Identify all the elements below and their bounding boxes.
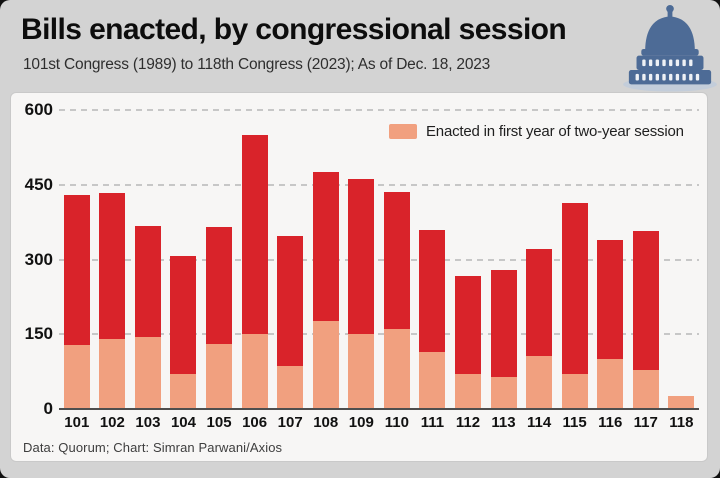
y-tick-label-0: 0 (43, 399, 53, 418)
x-tick-label-105: 105 (206, 414, 232, 431)
x-tick-label-109: 109 (348, 414, 374, 431)
x-tick-label-112: 112 (455, 414, 481, 431)
bar-group-118 (664, 110, 700, 409)
bar-group-101 (59, 110, 95, 409)
bar-first-year-118 (668, 395, 695, 409)
bar-first-year-114 (526, 356, 553, 409)
x-tick-label-110: 110 (384, 414, 409, 431)
source-credit: Data: Quorum; Chart: Simran Parwani/Axio… (23, 440, 283, 455)
x-tick-label-117: 117 (633, 414, 658, 431)
x-tick-label-111: 111 (420, 414, 445, 431)
bar-group-109 (344, 110, 380, 409)
bar-group-104 (166, 110, 202, 409)
x-tick-label-106: 106 (242, 414, 268, 431)
legend: Enacted in first year of two-year sessio… (389, 123, 684, 140)
gridline-150 (59, 333, 699, 336)
x-tick-label-114: 114 (526, 414, 552, 431)
bar-group-111 (415, 110, 451, 409)
bar-first-year-113 (490, 376, 517, 409)
bar-group-116 (592, 110, 628, 409)
bar-first-year-110 (383, 328, 410, 409)
bar-group-117 (628, 110, 664, 409)
bar-first-year-107 (277, 365, 304, 409)
capitol-dome-icon (623, 4, 717, 92)
bar-group-112 (450, 110, 486, 409)
bar-group-107 (272, 110, 308, 409)
chart-header: Bills enacted, by congressional session … (0, 0, 720, 92)
bar-group-103 (130, 110, 166, 409)
x-tick-label-104: 104 (170, 414, 196, 431)
gridline-300 (59, 258, 699, 261)
y-tick-label-450: 450 (24, 174, 53, 194)
bar-first-year-115 (561, 374, 588, 409)
x-tick-label-113: 113 (491, 414, 516, 431)
bar-group-114 (521, 110, 557, 409)
x-axis-line (59, 408, 699, 410)
bar-group-110 (379, 110, 415, 409)
bar-first-year-101 (63, 345, 90, 409)
y-tick-label-600: 600 (24, 100, 53, 119)
gridline-600 (59, 109, 699, 111)
legend-label: Enacted in first year of two-year sessio… (426, 123, 684, 140)
bar-group-115 (557, 110, 593, 409)
bar-group-105 (201, 110, 237, 409)
bar-first-year-112 (454, 373, 481, 409)
x-tick-label-107: 107 (277, 414, 303, 431)
x-tick-label-118: 118 (669, 414, 694, 431)
x-tick-label-102: 102 (99, 414, 125, 431)
bar-group-102 (95, 110, 131, 409)
bar-first-year-116 (597, 359, 624, 409)
x-axis-labels: 101 102 103 104 105 106 107 108 109 110 111 112 113 1… (59, 414, 699, 431)
bar-first-year-108 (312, 320, 339, 409)
bar-first-year-117 (632, 370, 659, 409)
bar-first-year-111 (419, 351, 446, 409)
x-tick-label-115: 115 (562, 414, 587, 431)
y-axis: 0 150 300 450 600 (11, 93, 53, 461)
bar-first-year-106 (241, 333, 268, 409)
bar-group-113 (486, 110, 522, 409)
x-tick-label-116: 116 (598, 414, 623, 431)
x-tick-label-108: 108 (313, 414, 339, 431)
x-tick-label-101: 101 (64, 414, 90, 431)
chart-panel: 0 150 300 450 600 Enacted in first year of t… (10, 92, 708, 462)
y-tick-label-300: 300 (24, 249, 53, 269)
bar-first-year-105 (206, 343, 233, 409)
gridline-450 (59, 183, 699, 186)
y-tick-label-150: 150 (24, 324, 53, 344)
bar-first-year-109 (348, 334, 375, 409)
page-title: Bills enacted, by congressional session (21, 13, 567, 46)
legend-swatch-first-year (389, 124, 417, 139)
plot-area: Enacted in first year of two-year sessio… (59, 109, 699, 410)
bar-group-106 (237, 110, 273, 409)
page-subtitle: 101st Congress (1989) to 118th Congress … (23, 56, 491, 73)
bar-first-year-103 (134, 336, 161, 409)
x-tick-label-103: 103 (135, 414, 161, 431)
bar-first-year-102 (99, 339, 126, 409)
bar-group-108 (308, 110, 344, 409)
bar-series (59, 110, 699, 409)
bar-first-year-104 (170, 374, 197, 409)
